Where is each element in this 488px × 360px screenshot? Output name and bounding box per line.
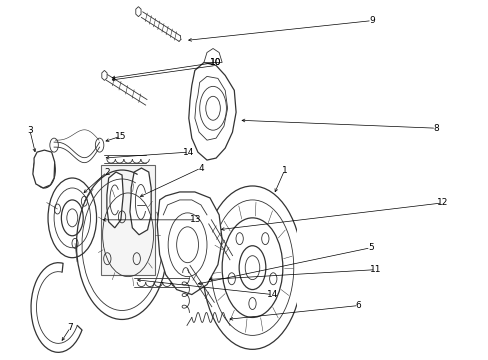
Text: 14: 14 — [183, 148, 194, 157]
Text: 5: 5 — [367, 243, 373, 252]
Text: 2: 2 — [104, 167, 109, 176]
Text: 14: 14 — [266, 290, 278, 299]
Polygon shape — [33, 150, 55, 188]
Text: 8: 8 — [432, 124, 438, 133]
Text: 4: 4 — [198, 163, 203, 172]
Text: 10: 10 — [210, 58, 222, 67]
Polygon shape — [157, 192, 222, 294]
FancyBboxPatch shape — [101, 165, 155, 275]
Text: 9: 9 — [368, 16, 374, 25]
Text: 15: 15 — [115, 132, 126, 141]
Text: 6: 6 — [355, 301, 361, 310]
Polygon shape — [194, 76, 227, 140]
Polygon shape — [207, 217, 212, 227]
Text: 3: 3 — [27, 126, 33, 135]
Text: 1: 1 — [281, 166, 287, 175]
Text: 10: 10 — [210, 58, 222, 67]
Text: 11: 11 — [369, 265, 381, 274]
Polygon shape — [136, 7, 141, 17]
Polygon shape — [102, 71, 107, 80]
Polygon shape — [186, 263, 191, 273]
Text: 7: 7 — [67, 323, 73, 332]
Polygon shape — [107, 172, 123, 228]
Text: 13: 13 — [190, 215, 202, 224]
Polygon shape — [203, 49, 222, 62]
Text: 12: 12 — [436, 198, 447, 207]
Polygon shape — [188, 62, 236, 160]
Polygon shape — [130, 168, 151, 235]
